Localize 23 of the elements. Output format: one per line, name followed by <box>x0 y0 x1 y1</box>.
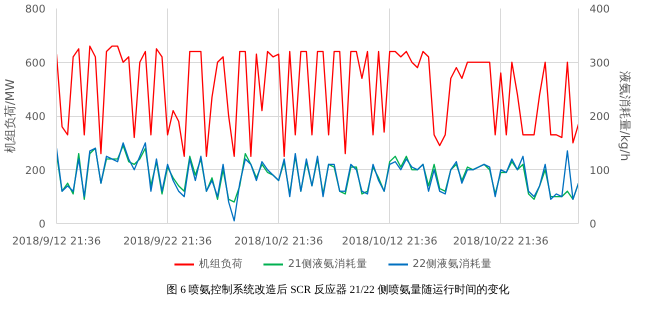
caption: 图 6 喷氨控制系统改造后 SCR 反应器 21/22 侧喷氨量随运行时间的变化 <box>166 283 510 298</box>
y-axis-title: 机组负荷/MW <box>3 78 18 154</box>
y-tick-label: 800 <box>25 2 46 16</box>
y2-tick-label: 400 <box>590 2 610 16</box>
x-tick-label: 2018/9/22 21:36 <box>123 234 212 248</box>
y-tick-label: 200 <box>25 164 46 177</box>
y2-tick-label: 0 <box>590 218 596 230</box>
y-tick-label: 600 <box>25 56 46 70</box>
x-tick-label: 2018/10/22 21:36 <box>452 234 549 248</box>
legend-label: 21侧液氨消耗量 <box>288 257 368 271</box>
legend-label: 机组负荷 <box>198 257 243 271</box>
x-tick-label: 2018/9/12 21:36 <box>12 234 102 248</box>
line-series <box>56 45 578 157</box>
legend-label: 22侧液氨消耗量 <box>412 257 492 271</box>
y2-tick-label: 200 <box>590 110 610 123</box>
x-tick-label: 2018/10/12 21:36 <box>342 234 438 248</box>
line-series <box>56 142 578 222</box>
y2-tick-label: 100 <box>590 164 610 177</box>
y2-axis-title: 液氨消耗量/kg/h <box>618 70 632 162</box>
y-tick-label: 400 <box>25 110 46 123</box>
y2-tick-label: 300 <box>590 56 610 70</box>
x-tick-label: 2018/10/2 21:36 <box>234 234 324 248</box>
y-tick-label: 0 <box>38 218 46 230</box>
